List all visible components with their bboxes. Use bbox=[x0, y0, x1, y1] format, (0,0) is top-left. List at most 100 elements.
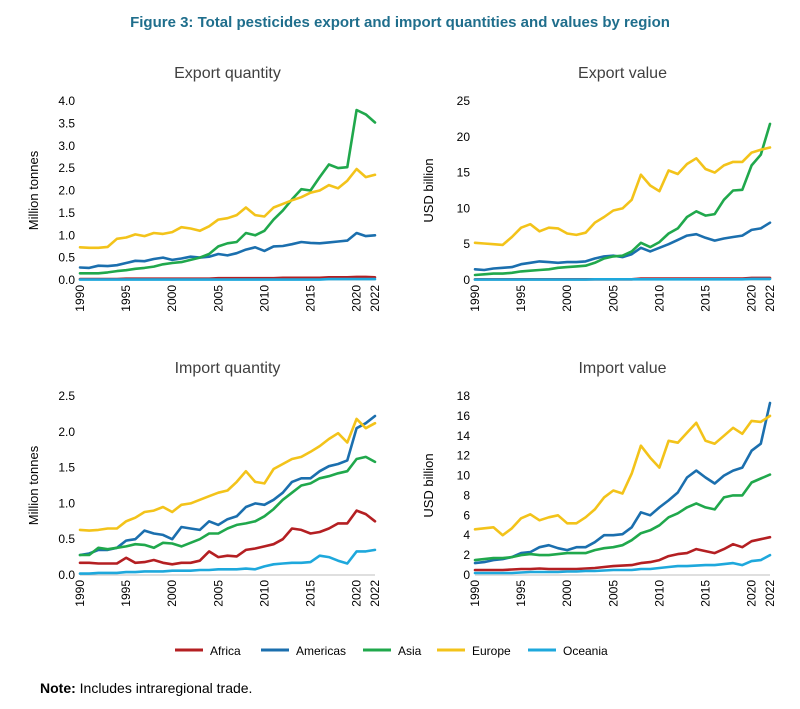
y-tick-label: 3.0 bbox=[58, 139, 75, 153]
y-tick-label: 0.0 bbox=[58, 273, 75, 287]
y-tick-label: 0.5 bbox=[58, 251, 75, 265]
x-tick-label: 1990 bbox=[73, 285, 87, 312]
chart-svg-import-quantity: Import quantity Million tonnes 0.0 0.5 1.0 1.… bbox=[26, 360, 382, 607]
chart-svg-import-value: Import value USD billion 0 2 4 6 8 10 12 14 16 18 19… bbox=[421, 360, 777, 607]
legend-label-oceania: Oceania bbox=[563, 644, 608, 658]
y-tick-label: 2 bbox=[463, 548, 470, 562]
y-tick-label: 4 bbox=[463, 528, 470, 542]
x-tick-label: 2010 bbox=[257, 285, 271, 312]
y-tick-label: 16 bbox=[457, 409, 471, 423]
y-tick-label: 2.5 bbox=[58, 161, 75, 175]
chart-title-import-value: Import value bbox=[578, 360, 666, 377]
series-line-europe bbox=[78, 167, 377, 250]
x-tick-label: 1995 bbox=[514, 285, 528, 312]
series-line-oceania bbox=[78, 277, 377, 281]
y-tick-label: 8 bbox=[463, 488, 470, 502]
series-line-africa bbox=[78, 509, 377, 566]
y-axis-label-export-quantity: Million tonnes bbox=[26, 150, 41, 230]
x-tick-label: 1990 bbox=[468, 580, 482, 607]
footnote: Note: Includes intraregional trade. bbox=[40, 680, 252, 696]
x-tick-label: 2010 bbox=[652, 285, 666, 312]
x-tick-label: 2022 bbox=[368, 285, 382, 312]
y-tick-label: 2.0 bbox=[58, 425, 75, 439]
series-line-africa bbox=[473, 535, 772, 572]
chart-title-import-quantity: Import quantity bbox=[175, 360, 281, 377]
chart-title-export-quantity: Export quantity bbox=[174, 65, 281, 82]
y-tick-label: 0.0 bbox=[58, 568, 75, 582]
chart-export-value: Export value USD billion 0 5 10 15 20 25 1990 199… bbox=[400, 55, 795, 355]
x-tick-label: 2010 bbox=[652, 580, 666, 607]
x-tick-label: 2022 bbox=[763, 285, 777, 312]
series-line-asia bbox=[473, 122, 772, 277]
series-line-asia bbox=[78, 108, 377, 275]
legend-label-americas: Americas bbox=[296, 644, 346, 658]
x-tick-label: 1995 bbox=[119, 285, 133, 312]
y-tick-label: 4.0 bbox=[58, 94, 75, 108]
x-tick-label: 2015 bbox=[698, 285, 712, 312]
x-tick-label: 2005 bbox=[606, 285, 620, 312]
y-tick-label: 1.0 bbox=[58, 228, 75, 242]
y-tick-label: 14 bbox=[457, 429, 471, 443]
x-tick-label: 1990 bbox=[73, 580, 87, 607]
x-tick-label: 2022 bbox=[368, 580, 382, 607]
y-tick-label: 0 bbox=[463, 568, 470, 582]
chart-import-quantity: Import quantity Million tonnes 0.0 0.5 1.0 1.… bbox=[5, 350, 400, 650]
y-tick-label: 0.5 bbox=[58, 532, 75, 546]
series-line-europe bbox=[473, 414, 772, 537]
x-tick-label: 1995 bbox=[514, 580, 528, 607]
y-tick-label: 10 bbox=[457, 469, 471, 483]
series-line-oceania bbox=[473, 553, 772, 575]
y-tick-label: 18 bbox=[457, 389, 471, 403]
legend-label-africa: Africa bbox=[210, 644, 241, 658]
series-line-europe bbox=[78, 417, 377, 532]
y-axis-label-export-value: USD billion bbox=[421, 158, 436, 222]
chart-svg-export-quantity: Export quantity Million tonnes 0.0 0.5 1.0 1.… bbox=[26, 65, 382, 312]
y-axis-label-import-quantity: Million tonnes bbox=[26, 445, 41, 525]
y-tick-label: 20 bbox=[457, 130, 471, 144]
series-line-americas bbox=[78, 231, 377, 270]
series-line-americas bbox=[78, 414, 377, 557]
x-tick-label: 2010 bbox=[257, 580, 271, 607]
note-text: Includes intraregional trade. bbox=[75, 680, 253, 696]
x-tick-label: 2000 bbox=[165, 285, 179, 312]
series-line-americas bbox=[473, 221, 772, 272]
x-tick-label: 2015 bbox=[303, 580, 317, 607]
x-tick-label: 2020 bbox=[745, 285, 759, 312]
y-tick-label: 25 bbox=[457, 94, 471, 108]
x-tick-label: 2020 bbox=[350, 285, 364, 312]
x-tick-label: 1995 bbox=[119, 580, 133, 607]
chart-import-value: Import value USD billion 0 2 4 6 8 10 12 14 16 18 19… bbox=[400, 350, 795, 650]
x-tick-label: 2005 bbox=[211, 285, 225, 312]
series-line-oceania bbox=[78, 548, 377, 575]
chart-title-export-value: Export value bbox=[578, 65, 667, 82]
series-line-asia bbox=[78, 455, 377, 557]
series-line-oceania bbox=[473, 277, 772, 281]
y-tick-label: 1.0 bbox=[58, 496, 75, 510]
y-tick-label: 6 bbox=[463, 508, 470, 522]
note-label: Note: bbox=[40, 680, 76, 696]
x-tick-label: 2020 bbox=[745, 580, 759, 607]
series-line-asia bbox=[473, 473, 772, 562]
y-tick-label: 12 bbox=[457, 449, 471, 463]
x-tick-label: 2000 bbox=[165, 580, 179, 607]
legend-label-asia: Asia bbox=[398, 644, 422, 658]
figure-title: Figure 3: Total pesticides export and im… bbox=[130, 14, 670, 31]
y-tick-label: 3.5 bbox=[58, 116, 75, 130]
y-tick-label: 0 bbox=[463, 273, 470, 287]
y-tick-label: 1.5 bbox=[58, 461, 75, 475]
x-tick-label: 1990 bbox=[468, 285, 482, 312]
x-tick-label: 2000 bbox=[560, 580, 574, 607]
x-tick-label: 2015 bbox=[698, 580, 712, 607]
y-tick-label: 2.0 bbox=[58, 184, 75, 198]
y-tick-label: 2.5 bbox=[58, 389, 75, 403]
y-tick-label: 1.5 bbox=[58, 206, 75, 220]
legend-label-europe: Europe bbox=[472, 644, 511, 658]
y-tick-label: 10 bbox=[457, 201, 471, 215]
x-tick-label: 2015 bbox=[303, 285, 317, 312]
legend: Africa Americas Asia Europe Oceania bbox=[0, 640, 800, 660]
x-tick-label: 2000 bbox=[560, 285, 574, 312]
legend-svg: Africa Americas Asia Europe Oceania bbox=[175, 644, 608, 658]
y-tick-label: 15 bbox=[457, 166, 471, 180]
series-line-europe bbox=[473, 146, 772, 247]
y-axis-label-import-value: USD billion bbox=[421, 453, 436, 517]
